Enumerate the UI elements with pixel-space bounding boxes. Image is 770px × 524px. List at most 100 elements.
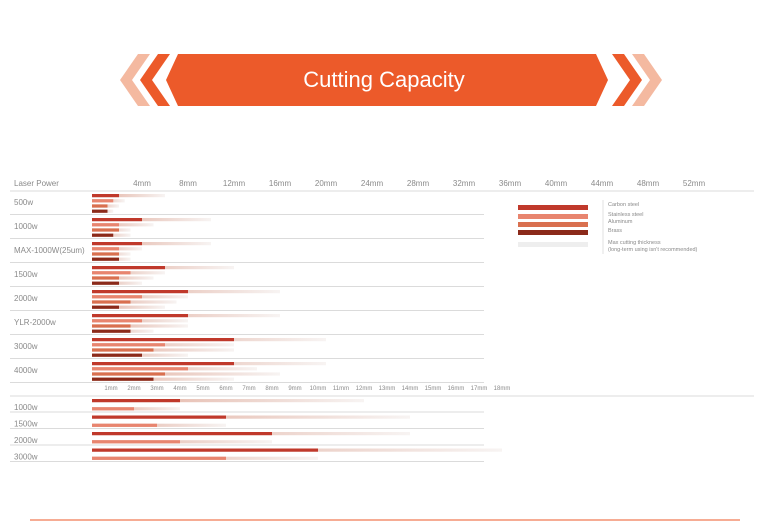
legend-carbon: Carbon steel bbox=[608, 202, 639, 208]
group-label: 3000w bbox=[14, 453, 38, 462]
bottom-tick-label: 7mm bbox=[242, 386, 255, 392]
bar-fade-carbon bbox=[92, 399, 364, 403]
top-tick-label: 24mm bbox=[361, 179, 384, 188]
bar-carbon bbox=[92, 415, 226, 419]
bottom-tick-label: 18mm bbox=[494, 386, 511, 392]
top-tick-label: 8mm bbox=[179, 179, 197, 188]
bottom-tick-label: 4mm bbox=[173, 386, 186, 392]
bar-stainless bbox=[92, 423, 157, 427]
top-tick-label: 12mm bbox=[223, 179, 246, 188]
bottom-tick-label: 11mm bbox=[333, 386, 349, 392]
bar-brass bbox=[92, 257, 119, 261]
top-tick-label: 44mm bbox=[591, 179, 614, 188]
title-banner: Cutting Capacity bbox=[120, 54, 662, 106]
bottom-tick-label: 10mm bbox=[310, 386, 327, 392]
legend-swatch-stainless bbox=[518, 214, 588, 219]
bar-carbon bbox=[92, 314, 188, 318]
top-tick-label: 16mm bbox=[269, 179, 292, 188]
bar-stainless bbox=[92, 247, 119, 251]
group-label: 1500w bbox=[14, 270, 38, 279]
bar-carbon bbox=[92, 266, 165, 270]
bar-stainless bbox=[92, 319, 142, 323]
top-tick-label: 32mm bbox=[453, 179, 476, 188]
left-chevron-inner bbox=[140, 54, 170, 106]
laser-power-header: Laser Power bbox=[14, 179, 59, 188]
bar-aluminum bbox=[92, 276, 119, 280]
bar-carbon bbox=[92, 218, 142, 222]
bar-aluminum bbox=[92, 324, 131, 328]
bar-aluminum bbox=[92, 204, 108, 208]
group-label: MAX-1000W(25um) bbox=[14, 246, 85, 255]
cutting-capacity-chart: Laser Power 4mm 8mm 12mm 16mm 20mm 24mm 28mm 32… bbox=[10, 179, 754, 521]
bar-aluminum bbox=[92, 372, 165, 376]
group-label: 1000w bbox=[14, 403, 38, 412]
bar-brass bbox=[92, 305, 119, 309]
legend: Carbon steel Stainless steel Aluminum Br… bbox=[518, 200, 698, 254]
legend-swatch-brass bbox=[518, 230, 588, 235]
group-label: 4000w bbox=[14, 366, 38, 375]
bar-groups: 500w 1000w MAX-1000W(25um) 1500w 2000w YLR-20… bbox=[10, 194, 484, 383]
top-tick-label: 52mm bbox=[683, 179, 706, 188]
bottom-axis: 1mm 2mm 3mm 4mm 5mm 6mm 7mm 8mm 9mm 10mm 11mm 12mm 1… bbox=[10, 386, 754, 397]
bar-fade-stainless bbox=[92, 223, 154, 227]
bottom-tick-label: 12mm bbox=[356, 386, 373, 392]
bar-carbon bbox=[92, 242, 142, 246]
bar-fade-stainless bbox=[92, 423, 226, 427]
group-label: 2000w bbox=[14, 294, 38, 303]
bar-stainless bbox=[92, 456, 226, 460]
right-chevron-outer bbox=[632, 54, 662, 106]
top-tick-label: 28mm bbox=[407, 179, 430, 188]
bottom-tick-label: 13mm bbox=[379, 386, 396, 392]
bottom-tick-label: 9mm bbox=[288, 386, 301, 392]
legend-swatch-aluminum bbox=[518, 222, 588, 227]
bar-fade-stainless bbox=[92, 407, 180, 411]
top-tick-label: 48mm bbox=[637, 179, 660, 188]
bottom-tick-label: 2mm bbox=[127, 386, 140, 392]
bar-aluminum bbox=[92, 300, 131, 304]
bottom-tick-label: 15mm bbox=[425, 386, 442, 392]
bar-fade-aluminum bbox=[92, 300, 177, 304]
top-tick-label: 4mm bbox=[133, 179, 151, 188]
top-axis: 4mm 8mm 12mm 16mm 20mm 24mm 28mm 32mm 36mm 40mm 44… bbox=[133, 179, 705, 188]
top-tick-label: 36mm bbox=[499, 179, 522, 188]
bar-stainless bbox=[92, 343, 165, 347]
bottom-tick-label: 1mm bbox=[104, 386, 117, 392]
bar-aluminum bbox=[92, 228, 119, 232]
group-label: YLR-2000w bbox=[14, 318, 56, 327]
bar-carbon bbox=[92, 448, 318, 452]
bar-carbon bbox=[92, 290, 188, 294]
bar-aluminum bbox=[92, 348, 154, 352]
bar-carbon bbox=[92, 362, 234, 366]
bar-stainless bbox=[92, 407, 134, 411]
legend-aluminum: Aluminum bbox=[608, 219, 633, 225]
group-label: 3000w bbox=[14, 342, 38, 351]
right-chevron-inner bbox=[612, 54, 642, 106]
bar-groups-bottom: 1000w 1500w 2000w 3000w bbox=[10, 399, 502, 462]
legend-stainless: Stainless steel bbox=[608, 212, 643, 218]
group-label: 500w bbox=[14, 198, 33, 207]
legend-swatch-max bbox=[518, 242, 588, 247]
bar-brass bbox=[92, 233, 114, 237]
bar-fade-aluminum bbox=[92, 276, 154, 280]
banner-box bbox=[166, 54, 608, 106]
bar-brass bbox=[92, 353, 142, 357]
group-label: 2000w bbox=[14, 436, 38, 445]
bar-carbon bbox=[92, 399, 180, 403]
bar-carbon bbox=[92, 194, 119, 198]
bottom-tick-label: 16mm bbox=[448, 386, 465, 392]
bar-fade-carbon bbox=[92, 242, 211, 246]
legend-swatch-carbon bbox=[518, 205, 588, 210]
bottom-tick-label: 6mm bbox=[219, 386, 232, 392]
page-title: Cutting Capacity bbox=[303, 67, 464, 92]
bar-stainless bbox=[92, 223, 119, 227]
bottom-tick-label: 17mm bbox=[471, 386, 488, 392]
bar-stainless bbox=[92, 440, 180, 444]
top-tick-label: 20mm bbox=[315, 179, 338, 188]
top-tick-label: 40mm bbox=[545, 179, 568, 188]
legend-max-note: (long-term using isn't recommended) bbox=[608, 247, 698, 253]
legend-brass: Brass bbox=[608, 228, 622, 234]
bar-fade-stainless bbox=[92, 440, 272, 444]
bar-fade-carbon bbox=[92, 218, 211, 222]
bottom-tick-label: 3mm bbox=[150, 386, 163, 392]
bar-brass bbox=[92, 377, 154, 381]
